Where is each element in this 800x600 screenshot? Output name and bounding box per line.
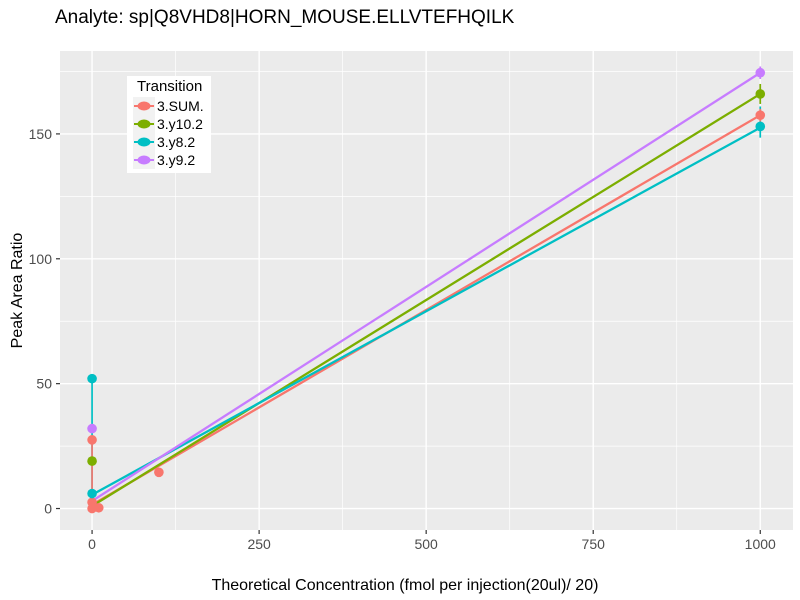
legend-key-icon: [133, 151, 155, 169]
data-point: [755, 67, 766, 78]
regression-line: [90, 92, 762, 508]
regression-line: [90, 71, 762, 503]
regression-line: [90, 126, 762, 496]
data-point: [755, 89, 766, 99]
y-tick-label: 0: [44, 501, 52, 517]
x-tick-label: 250: [247, 536, 271, 552]
x-tick-label: 500: [414, 536, 438, 552]
x-tick-label: 1000: [745, 536, 776, 552]
x-tick-label: 750: [582, 536, 606, 552]
legend-key-icon: [133, 97, 155, 115]
y-tick-label: 100: [29, 251, 53, 267]
x-axis-title: Theoretical Concentration (fmol per inje…: [212, 577, 599, 594]
data-point: [154, 467, 164, 478]
legend-entry-label: 3.y9.2: [157, 152, 196, 168]
plot-title: Analyte: sp|Q8VHD8|HORN_MOUSE.ELLVTEFHQI…: [55, 7, 515, 28]
legend-entry: 3.SUM.: [133, 97, 211, 115]
legend-entry: 3.y8.2: [133, 133, 211, 151]
legend-entry-label: 3.y8.2: [157, 134, 196, 150]
legend-key-icon: [133, 115, 155, 133]
y-tick-label: 50: [36, 376, 52, 392]
legend-title: Transition: [137, 78, 203, 95]
data-point: [87, 423, 97, 434]
legend-entry-label: 3.y10.2: [157, 116, 203, 132]
legend-entry: 3.y10.2: [133, 115, 211, 133]
data-point: [87, 488, 97, 499]
data-point: [87, 373, 97, 384]
legend: Transition 3.SUM. 3.y10.2 3.y8.2 3.y9.2: [127, 76, 211, 173]
y-tick-label: 150: [29, 126, 53, 142]
data-point: [87, 456, 97, 466]
x-tick-label: 0: [88, 536, 96, 552]
data-point: [755, 110, 766, 120]
legend-key-icon: [133, 133, 155, 151]
legend-entry-label: 3.SUM.: [157, 98, 204, 114]
data-point: [755, 121, 766, 132]
data-point: [93, 502, 104, 513]
data-point: [87, 435, 97, 445]
y-axis-title: Peak Area Ratio: [9, 233, 26, 349]
legend-entry: 3.y9.2: [133, 151, 211, 169]
